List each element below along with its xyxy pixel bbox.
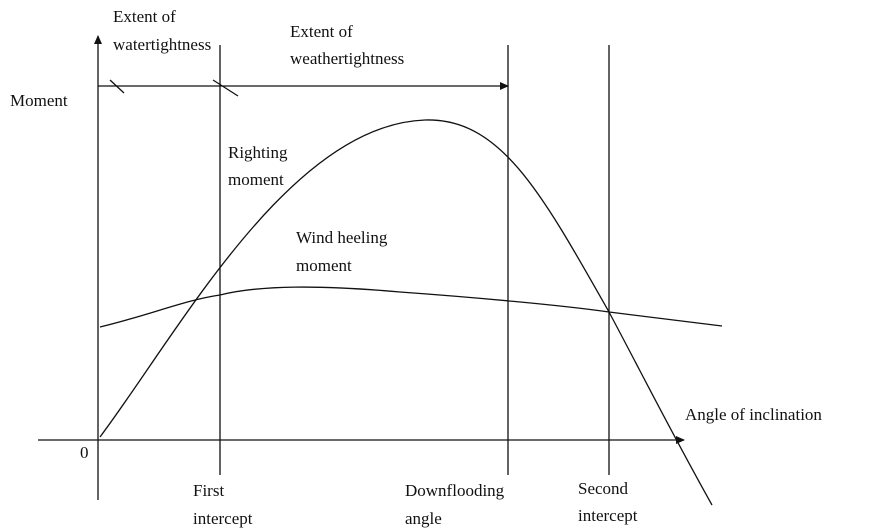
heeling-curve: [99, 286, 723, 328]
label: Downflooding: [405, 481, 505, 500]
label: intercept: [193, 509, 253, 528]
label: First: [193, 481, 224, 500]
label: weathertightness: [290, 49, 404, 68]
label: Righting: [228, 143, 288, 162]
label: angle: [405, 509, 442, 528]
extent-tick: [109, 79, 125, 94]
righting-curve: [99, 119, 713, 506]
y-axis-label: Moment: [10, 91, 68, 110]
label: Second: [578, 479, 629, 498]
label: Wind heeling: [296, 228, 388, 247]
x-axis-label: Angle of inclination: [685, 405, 822, 424]
label: moment: [296, 256, 352, 275]
origin-label: 0: [80, 443, 89, 462]
label: intercept: [578, 506, 638, 525]
label: Extent of: [113, 7, 176, 26]
label: moment: [228, 170, 284, 189]
extent-tick: [212, 79, 239, 97]
label: watertightness: [113, 35, 211, 54]
label: Extent of: [290, 22, 353, 41]
